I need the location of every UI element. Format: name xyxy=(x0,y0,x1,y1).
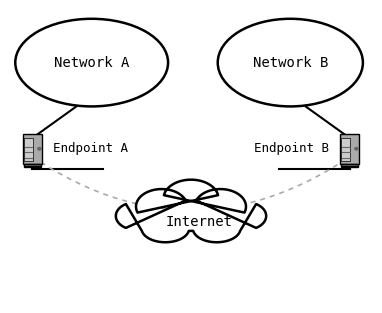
Bar xyxy=(341,164,358,166)
Text: Internet: Internet xyxy=(165,215,232,229)
Ellipse shape xyxy=(218,19,363,106)
Bar xyxy=(341,138,350,161)
Circle shape xyxy=(355,147,358,150)
Text: Endpoint A: Endpoint A xyxy=(53,142,128,155)
Text: Network B: Network B xyxy=(253,56,328,69)
Bar xyxy=(340,134,359,164)
Circle shape xyxy=(38,147,41,150)
Text: Network A: Network A xyxy=(54,56,129,69)
Bar xyxy=(24,164,41,166)
Bar xyxy=(341,166,358,167)
Polygon shape xyxy=(116,180,266,242)
Bar xyxy=(24,166,41,167)
Bar xyxy=(24,138,33,161)
Text: Endpoint B: Endpoint B xyxy=(254,142,329,155)
Ellipse shape xyxy=(15,19,168,106)
Bar xyxy=(23,134,42,164)
